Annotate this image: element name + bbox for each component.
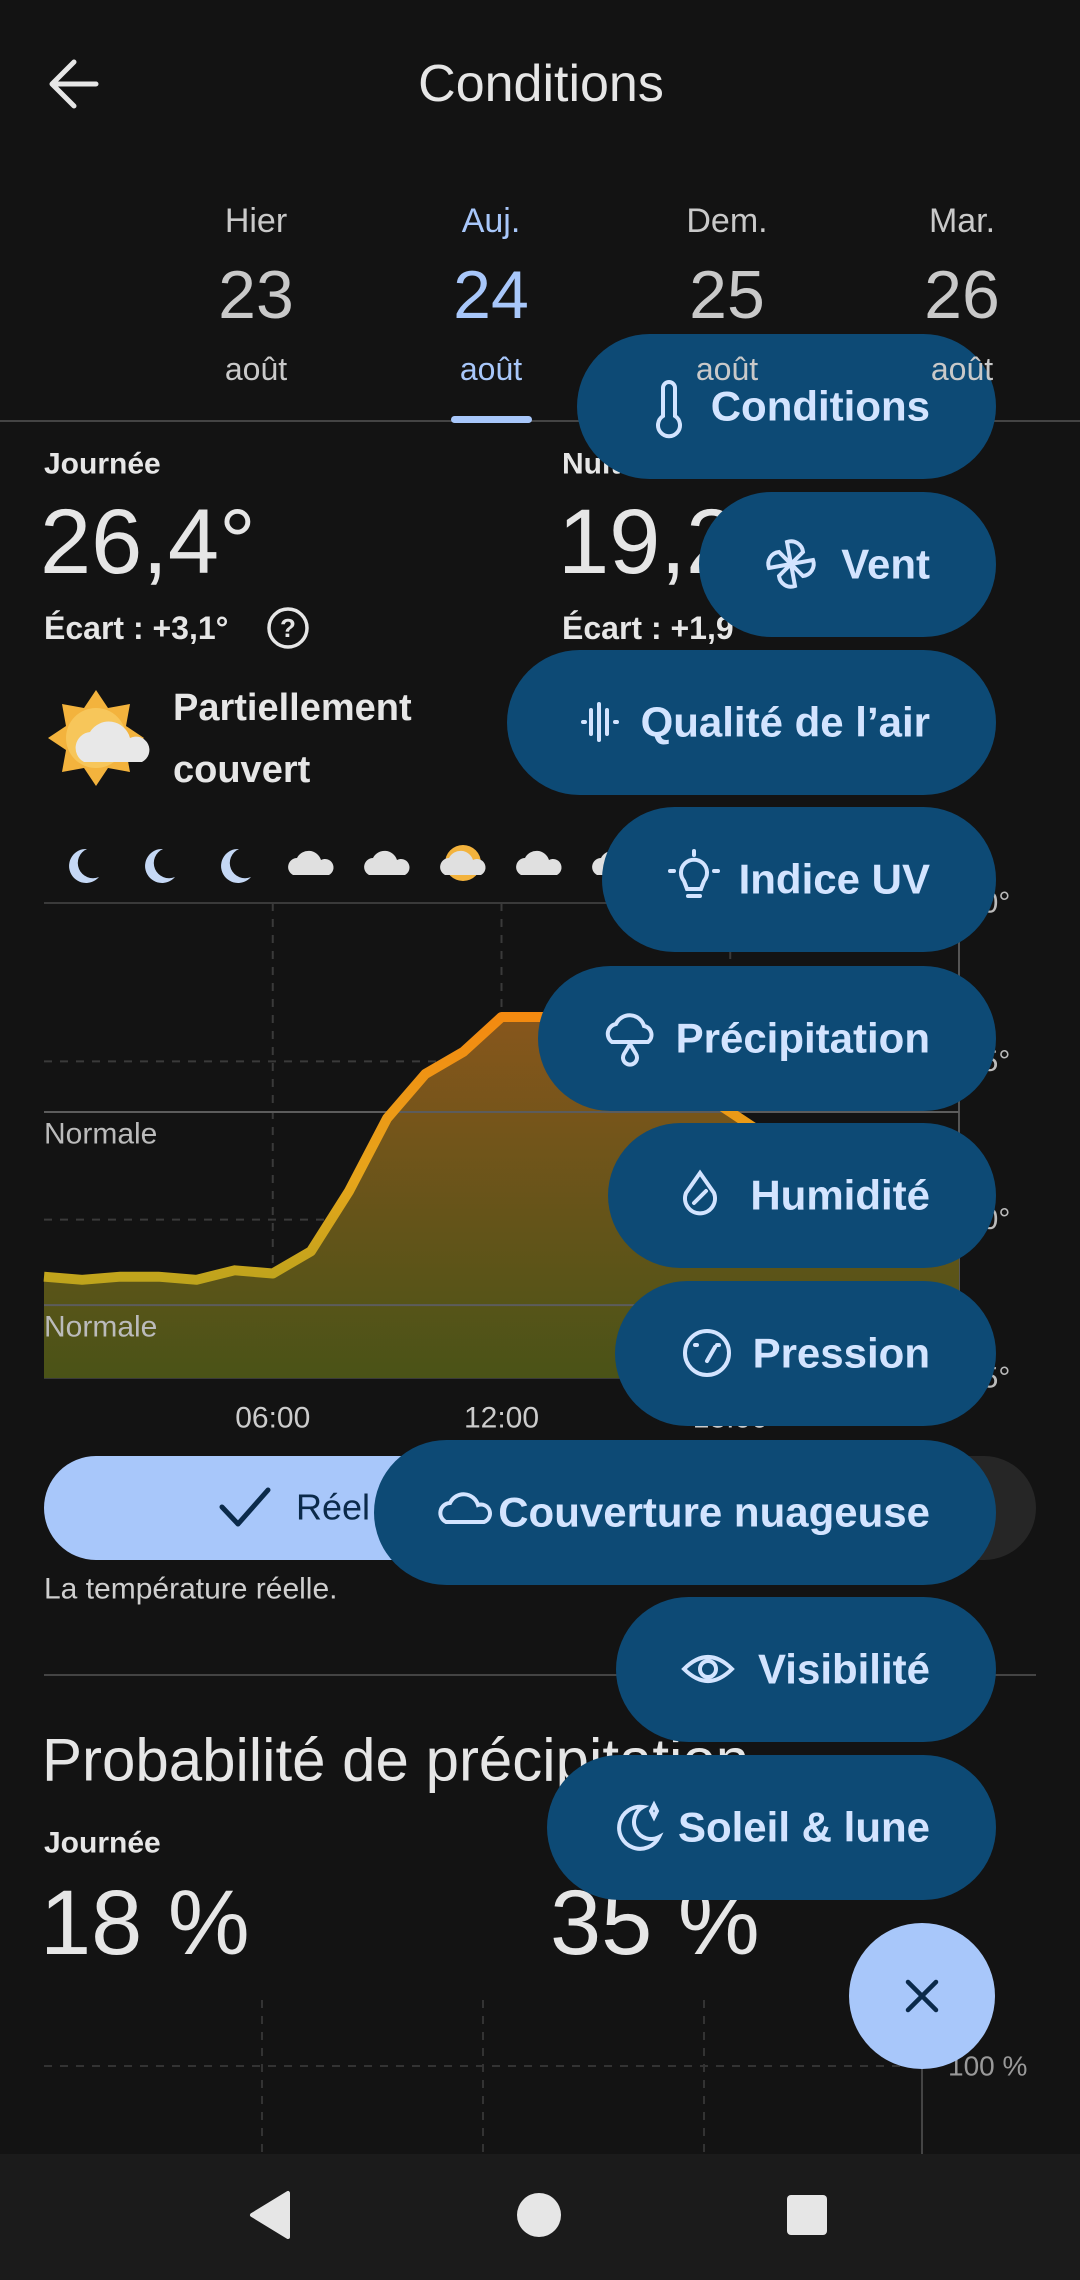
menu-button[interactable]: Qualité de l’air <box>507 650 996 795</box>
menu-icon <box>581 702 619 742</box>
day-name: Hier <box>225 202 287 240</box>
menu-label: Pression <box>753 1330 930 1377</box>
menu-button[interactable]: Indice UV <box>602 807 996 952</box>
menu-label: Précipitation <box>676 1015 930 1062</box>
menu-label: Humidité <box>750 1172 930 1219</box>
day-month: août <box>460 351 522 387</box>
date-tab[interactable]: Dem. 25 août <box>686 202 767 387</box>
night-deviation: Écart : +1,9° <box>562 610 746 646</box>
pill <box>608 1123 996 1268</box>
date-tab[interactable]: Hier 23 août <box>218 202 294 387</box>
pill <box>577 334 996 479</box>
day-deviation: Écart : +3,1° <box>44 610 228 646</box>
x-tick-label: 12:00 <box>464 1402 539 1435</box>
menu-label: Indice UV <box>739 856 930 903</box>
day-temp: 26,4° <box>40 491 256 593</box>
menu-icon <box>617 1800 664 1851</box>
day-number: 26 <box>924 257 1000 333</box>
pill <box>602 807 996 952</box>
menu-label: Conditions <box>711 383 930 430</box>
caption: La température réelle. <box>44 1573 338 1606</box>
menu-button[interactable]: Soleil & lune <box>547 1755 996 1900</box>
menu-icon <box>766 539 816 589</box>
nav-bar <box>0 2154 1080 2280</box>
check-icon <box>219 1487 271 1527</box>
precip-day-label: Journée <box>44 1827 161 1860</box>
svg-text:?: ? <box>280 613 296 643</box>
back-button[interactable] <box>49 59 99 109</box>
pill <box>538 966 996 1111</box>
menu-icon <box>668 849 720 898</box>
menu-button[interactable]: Précipitation <box>538 966 996 1111</box>
cloud-icon <box>516 850 562 875</box>
day-month: août <box>931 351 993 387</box>
normal-label: Normale <box>44 1311 157 1344</box>
day-month: août <box>696 351 758 387</box>
date-tab[interactable]: Auj. 24 août <box>453 202 529 387</box>
menu-button[interactable]: Visibilité <box>616 1597 996 1742</box>
pill <box>699 492 996 637</box>
x-tick-label: 06:00 <box>235 1402 310 1435</box>
menu-icon <box>681 1655 735 1683</box>
pill <box>615 1281 996 1426</box>
hour-icons <box>69 845 638 883</box>
menu-label: Qualité de l’air <box>641 699 930 746</box>
menu-label: Vent <box>841 541 930 588</box>
cloud-icon <box>288 850 334 875</box>
menu-button[interactable]: Humidité <box>608 1123 996 1268</box>
cloud-icon <box>440 850 486 875</box>
normal-label: Normale <box>44 1118 157 1151</box>
nav-back[interactable] <box>250 2191 290 2239</box>
moon-icon <box>221 848 251 883</box>
fab-menu: Conditions Vent Qualité de l’air Indice UV P… <box>374 334 996 1900</box>
menu-icon <box>656 380 682 439</box>
nav-recents[interactable] <box>787 2195 827 2235</box>
precip-day-value: 18 % <box>40 1872 250 1974</box>
chip-label: Réel <box>296 1487 370 1528</box>
moon-icon <box>69 848 99 883</box>
menu-label: Couverture nuageuse <box>498 1489 930 1536</box>
day-label: Journée <box>44 448 161 481</box>
menu-label: Soleil & lune <box>678 1804 930 1851</box>
help-icon[interactable]: ? <box>267 607 309 649</box>
pill <box>507 650 996 795</box>
day-month: août <box>225 351 287 387</box>
day-number: 24 <box>453 257 529 333</box>
menu-button[interactable]: Couverture nuageuse <box>374 1440 996 1585</box>
cloud-icon <box>364 850 410 875</box>
pill <box>547 1755 996 1900</box>
menu-icon <box>605 1013 654 1067</box>
nav-home[interactable] <box>517 2193 561 2237</box>
condition-text: Partiellement couvert <box>173 687 412 791</box>
day-name: Mar. <box>929 202 995 240</box>
menu-icon <box>683 1169 717 1216</box>
day-name: Auj. <box>462 202 521 240</box>
moon-icon <box>145 848 175 883</box>
menu-button[interactable]: Conditions <box>577 334 996 479</box>
menu-button[interactable]: Vent <box>699 492 996 637</box>
menu-icon <box>438 1492 492 1524</box>
close-fab[interactable] <box>849 1923 995 2069</box>
date-tab[interactable]: Mar. 26 août <box>924 202 1000 387</box>
menu-label: Visibilité <box>758 1646 930 1693</box>
pill <box>374 1440 996 1585</box>
menu-icon <box>683 1329 732 1377</box>
tab-indicator <box>451 416 532 423</box>
day-name: Dem. <box>686 202 767 240</box>
title: Conditions <box>418 55 664 113</box>
weather-icon <box>48 690 150 786</box>
day-number: 25 <box>689 257 765 333</box>
menu-button[interactable]: Pression <box>615 1281 996 1426</box>
pill <box>616 1597 996 1742</box>
day-number: 23 <box>218 257 294 333</box>
